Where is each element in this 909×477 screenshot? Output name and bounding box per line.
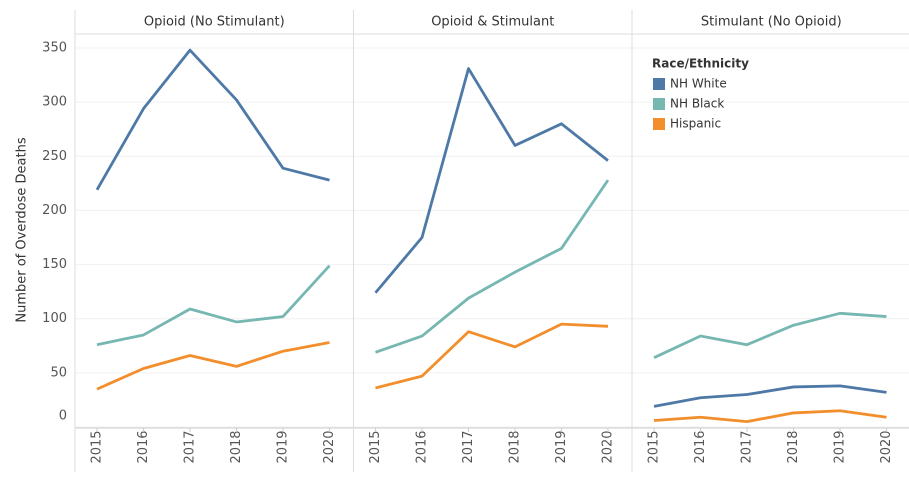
x-tick-label: 2015 — [90, 430, 105, 463]
y-tick-label: 350 — [42, 40, 67, 55]
x-tick-label: 2015 — [368, 430, 383, 463]
x-tick-label: 2019 — [833, 430, 848, 463]
panel-title: Opioid & Stimulant — [431, 15, 554, 30]
x-tick-label: 2016 — [136, 430, 151, 463]
legend-swatch — [653, 118, 665, 130]
x-tick-label: 2020 — [322, 430, 337, 463]
series-line — [653, 311, 887, 359]
series-line — [96, 341, 330, 391]
series-line — [96, 264, 331, 347]
x-tick-label: 2018 — [508, 430, 523, 463]
x-tick-label: 2016 — [415, 430, 430, 463]
legend-swatch — [653, 98, 665, 110]
series-line — [653, 409, 887, 423]
x-tick-label: 2017 — [461, 430, 476, 463]
legend-swatch — [653, 78, 665, 90]
legend-label: NH White — [670, 77, 727, 91]
legend-label: NH Black — [670, 97, 724, 111]
x-tick-label: 2020 — [879, 430, 894, 463]
series-line — [375, 179, 610, 354]
series-line — [375, 322, 609, 390]
x-tick-label: 2019 — [276, 430, 291, 463]
x-tick-label: 2016 — [693, 430, 708, 463]
y-tick-label: 0 — [59, 409, 67, 424]
x-tick-label: 2018 — [786, 430, 801, 463]
series-line — [374, 67, 609, 294]
x-tick-label: 2018 — [229, 430, 244, 463]
panel-title: Stimulant (No Opioid) — [701, 15, 842, 30]
legend-title: Race/Ethnicity — [652, 57, 749, 71]
x-tick-label: 2020 — [601, 430, 616, 463]
y-tick-label: 300 — [42, 95, 67, 110]
x-tick-label: 2017 — [740, 430, 755, 463]
x-tick-label: 2019 — [554, 430, 569, 463]
y-tick-label: 150 — [42, 257, 67, 272]
legend-label: Hispanic — [670, 117, 721, 131]
panel-title: Opioid (No Stimulant) — [144, 15, 285, 30]
y-axis-label: Number of Overdose Deaths — [15, 137, 30, 322]
x-tick-label: 2015 — [647, 430, 662, 463]
y-tick-label: 100 — [42, 311, 67, 326]
y-tick-label: 50 — [50, 365, 67, 380]
y-tick-label: 200 — [42, 203, 67, 218]
x-tick-label: 2017 — [183, 430, 198, 463]
series-line — [653, 384, 887, 408]
y-tick-label: 250 — [42, 149, 67, 164]
series-line — [95, 48, 330, 191]
